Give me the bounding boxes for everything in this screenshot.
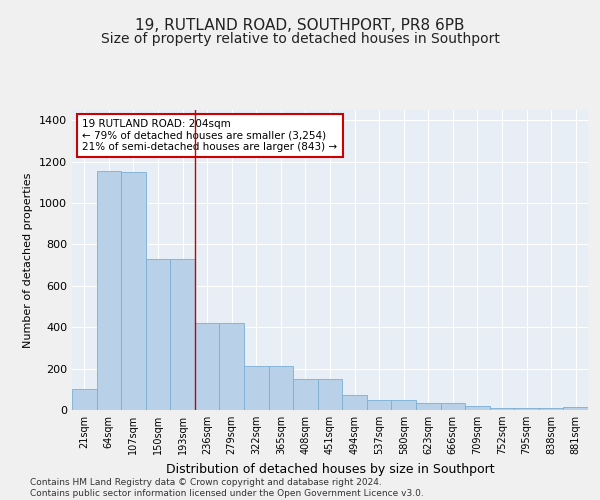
Bar (563, 407, 588, 410)
Bar (490, 408, 514, 410)
Bar (170, 259, 195, 410)
Bar (465, 406, 490, 410)
Bar (72, 390, 97, 410)
Bar (416, 404, 440, 410)
Bar (514, 408, 539, 410)
Bar (318, 379, 342, 410)
Y-axis label: Number of detached properties: Number of detached properties (23, 172, 34, 348)
Bar (293, 379, 318, 410)
Text: Contains HM Land Registry data © Crown copyright and database right 2024.
Contai: Contains HM Land Registry data © Crown c… (30, 478, 424, 498)
Bar (220, 323, 244, 410)
X-axis label: Distribution of detached houses by size in Southport: Distribution of detached houses by size … (166, 462, 494, 475)
Bar (342, 395, 367, 410)
Bar (244, 366, 269, 410)
Bar (146, 259, 170, 410)
Bar (539, 408, 563, 410)
Bar (121, 172, 146, 410)
Bar (195, 323, 220, 410)
Bar (367, 400, 391, 410)
Text: 19 RUTLAND ROAD: 204sqm
← 79% of detached houses are smaller (3,254)
21% of semi: 19 RUTLAND ROAD: 204sqm ← 79% of detache… (82, 119, 337, 152)
Bar (391, 400, 416, 410)
Bar (97, 171, 121, 410)
Text: Size of property relative to detached houses in Southport: Size of property relative to detached ho… (101, 32, 499, 46)
Bar (440, 404, 465, 410)
Bar (269, 366, 293, 410)
Text: 19, RUTLAND ROAD, SOUTHPORT, PR8 6PB: 19, RUTLAND ROAD, SOUTHPORT, PR8 6PB (135, 18, 465, 32)
